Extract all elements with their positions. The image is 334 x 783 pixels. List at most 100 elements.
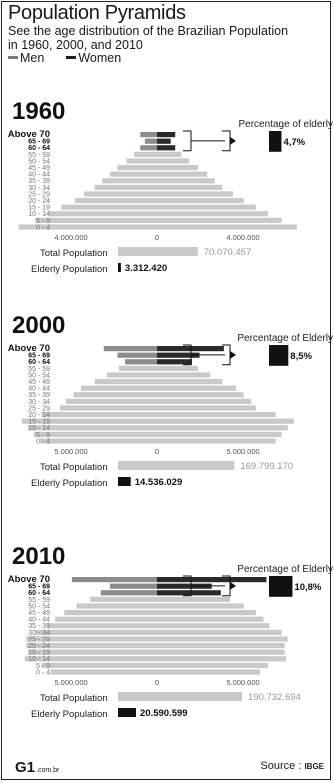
elderly-percent-value: 8,5% bbox=[290, 351, 312, 362]
bar-women bbox=[157, 425, 288, 431]
bar-women bbox=[157, 151, 182, 157]
bar-men bbox=[81, 385, 157, 391]
bar-women bbox=[157, 352, 200, 358]
bar-men bbox=[140, 145, 157, 151]
bar-men bbox=[64, 610, 157, 616]
age-label: 60 - 64 bbox=[28, 145, 50, 152]
elderly-population-label: Elderly Population bbox=[31, 478, 108, 489]
bar-men bbox=[55, 616, 157, 622]
bar-men bbox=[109, 583, 157, 589]
bar-women bbox=[157, 392, 244, 398]
x-tick-label: 5.000.000 bbox=[54, 447, 87, 456]
x-tick-label: 5.000.000 bbox=[54, 678, 87, 687]
x-tick-label: 5.000.000 bbox=[226, 678, 259, 687]
bar-women bbox=[157, 590, 221, 596]
age-label: 20 - 24 bbox=[28, 412, 50, 419]
bar-women bbox=[157, 165, 199, 171]
elderly-percent-value: 4,7% bbox=[283, 137, 305, 148]
bar-men bbox=[27, 649, 157, 655]
bracket-arrow-head bbox=[230, 136, 236, 145]
age-label: 0 - 4 bbox=[36, 438, 50, 445]
age-label: 65 - 69 bbox=[28, 139, 50, 146]
bar-men bbox=[33, 431, 157, 437]
bar-men bbox=[21, 418, 157, 424]
bar-men bbox=[140, 132, 157, 138]
bar-women bbox=[157, 385, 237, 391]
bar-men bbox=[144, 138, 157, 144]
bar-men bbox=[106, 372, 157, 378]
age-label: Above 70 bbox=[8, 574, 50, 585]
bar-women bbox=[157, 132, 176, 138]
total-population-bar bbox=[118, 461, 235, 470]
total-population-label: Total Population bbox=[40, 693, 108, 704]
age-label: 25 - 29 bbox=[28, 636, 50, 643]
bar-men bbox=[65, 398, 157, 404]
legend-men: Men bbox=[8, 52, 44, 65]
bar-men bbox=[26, 643, 158, 649]
bar-women bbox=[157, 191, 233, 197]
bar-women bbox=[157, 145, 176, 151]
source-label: Source : bbox=[260, 760, 302, 772]
age-label: 15 - 19 bbox=[28, 205, 50, 212]
age-label: 10 - 14 bbox=[28, 425, 50, 432]
x-tick-label: 5.000.000 bbox=[226, 447, 259, 456]
bar-men bbox=[61, 204, 157, 210]
legend-men-swatch bbox=[8, 56, 18, 60]
bar-men bbox=[119, 365, 157, 371]
age-label: 30 - 34 bbox=[28, 399, 50, 406]
age-label: 0 - 4 bbox=[36, 224, 50, 231]
year-title: 2010 bbox=[12, 543, 65, 570]
bar-women bbox=[157, 405, 256, 411]
x-tick-label: 4.000.000 bbox=[54, 233, 87, 242]
bar-men bbox=[94, 184, 157, 190]
bar-men bbox=[26, 636, 158, 642]
age-label: 55 - 59 bbox=[28, 366, 50, 373]
bar-women bbox=[157, 577, 267, 583]
header: Population Pyramids See the age distribu… bbox=[8, 3, 328, 65]
bar-women bbox=[157, 346, 224, 352]
bar-women bbox=[157, 138, 171, 144]
bar-men bbox=[125, 359, 157, 365]
elderly-percent-bar bbox=[269, 576, 293, 597]
age-label: 5 - 9 bbox=[36, 432, 50, 439]
elderly-label: Percentage of Elderly bbox=[237, 333, 333, 344]
elderly-population-value: 20.590.599 bbox=[140, 708, 188, 719]
year-title: 2000 bbox=[12, 312, 65, 339]
age-label: 20 - 24 bbox=[28, 198, 50, 205]
bracket-arrow-head bbox=[230, 350, 236, 359]
bar-men bbox=[18, 224, 158, 230]
bar-women bbox=[157, 365, 199, 371]
bar-men bbox=[50, 669, 157, 675]
bar-men bbox=[41, 662, 158, 668]
age-label: 60 - 64 bbox=[28, 590, 50, 597]
age-label: 25 - 29 bbox=[28, 191, 50, 198]
age-label: 10 - 14 bbox=[28, 656, 50, 663]
legend-women: Women bbox=[66, 52, 121, 65]
elderly-percent-value: 10,8% bbox=[294, 582, 321, 593]
year-title: 1960 bbox=[12, 98, 65, 125]
total-population-bar bbox=[118, 692, 242, 701]
legend-women-label: Women bbox=[78, 51, 122, 65]
bar-women bbox=[157, 431, 282, 437]
elderly-population-label: Elderly Population bbox=[31, 264, 108, 275]
legend-men-label: Men bbox=[20, 51, 45, 65]
source-credit: Source : IBGE bbox=[260, 760, 324, 772]
bar-men bbox=[39, 438, 157, 444]
bar-women bbox=[157, 171, 208, 177]
bar-women bbox=[157, 643, 285, 649]
age-label: 50 - 54 bbox=[28, 603, 50, 610]
age-label: Above 70 bbox=[8, 343, 50, 354]
age-label: 35 - 39 bbox=[28, 178, 50, 185]
bar-women bbox=[157, 610, 256, 616]
bar-women bbox=[157, 583, 212, 589]
bar-women bbox=[157, 669, 261, 675]
bar-men bbox=[84, 191, 157, 197]
x-tick-label: 4.000.000 bbox=[226, 233, 259, 242]
bar-women bbox=[157, 418, 294, 424]
age-label: 50 - 54 bbox=[28, 372, 50, 379]
elderly-label: Percentage of Elderly bbox=[237, 564, 333, 575]
age-label: 60 - 64 bbox=[28, 359, 50, 366]
age-label: 65 - 69 bbox=[28, 584, 50, 591]
